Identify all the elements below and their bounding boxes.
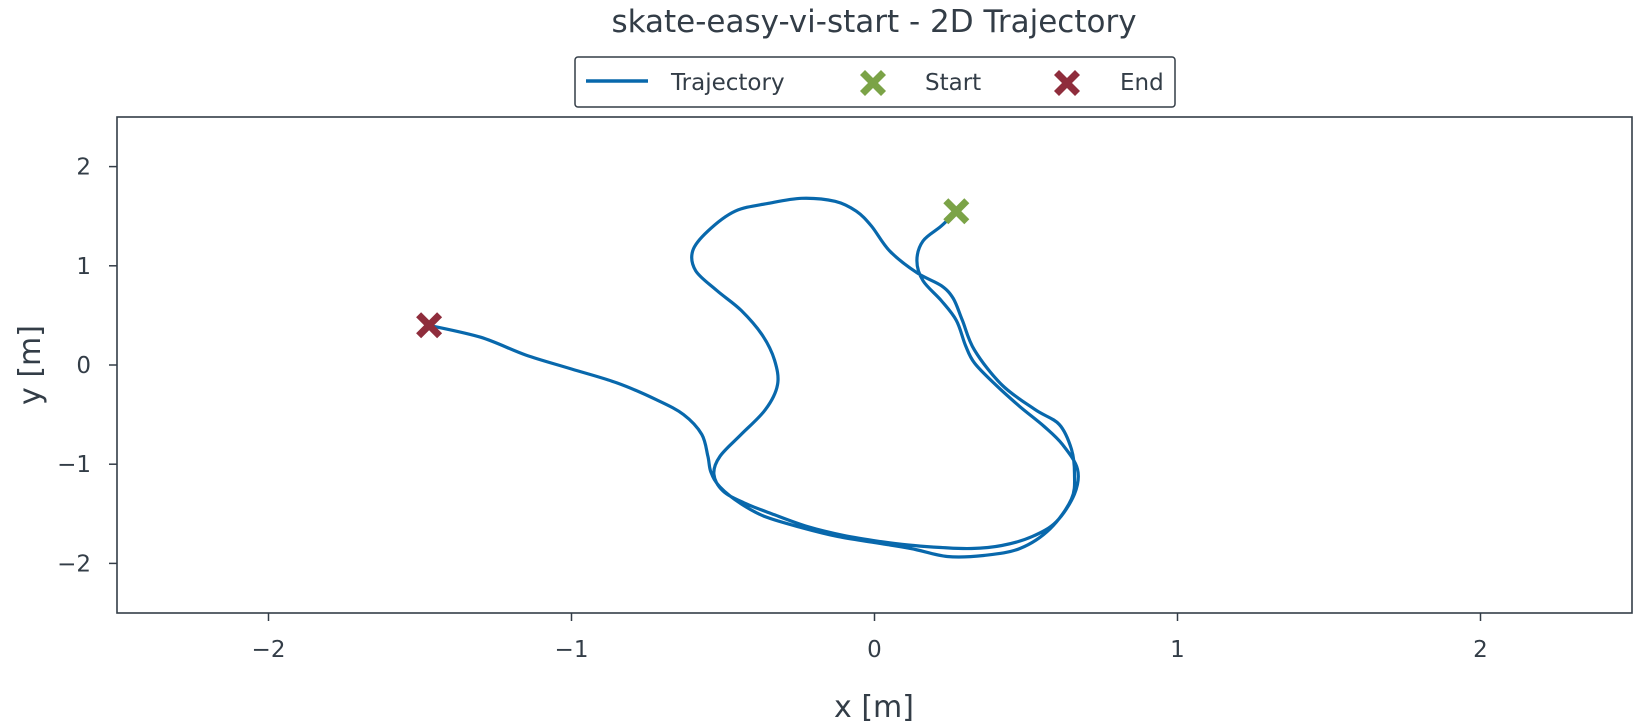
legend-end-marker-icon: [1054, 70, 1080, 96]
x-tick-label: −1: [555, 637, 589, 663]
legend-label-start: Start: [925, 70, 981, 96]
y-tick-label: 0: [76, 353, 91, 379]
x-tick-label: −2: [252, 637, 286, 663]
legend-start-marker-icon: [860, 70, 886, 96]
x-axis-label: x [m]: [834, 690, 914, 725]
y-tick-label: −1: [57, 452, 91, 478]
x-tick-label: 1: [1170, 637, 1185, 663]
x-tick-label: 0: [867, 637, 882, 663]
y-tick-label: 1: [76, 254, 91, 280]
y-tick-label: 2: [76, 155, 91, 181]
chart-title: skate-easy-vi-start - 2D Trajectory: [611, 4, 1136, 40]
plot-area-frame: [116, 116, 1633, 614]
end-marker-icon: [416, 312, 443, 339]
start-marker-icon: [943, 198, 970, 225]
legend-label-end: End: [1120, 70, 1164, 96]
y-axis-label: y [m]: [13, 325, 48, 405]
axis-ticks: −2 −1 0 1 2 2 1 0 −1 −2: [57, 155, 1488, 663]
y-tick-label: −2: [57, 551, 91, 577]
legend-label-trajectory: Trajectory: [670, 70, 785, 96]
trajectory-line: [427, 196, 1080, 559]
x-tick-label: 2: [1473, 637, 1488, 663]
legend: Trajectory Start End: [574, 56, 1176, 108]
